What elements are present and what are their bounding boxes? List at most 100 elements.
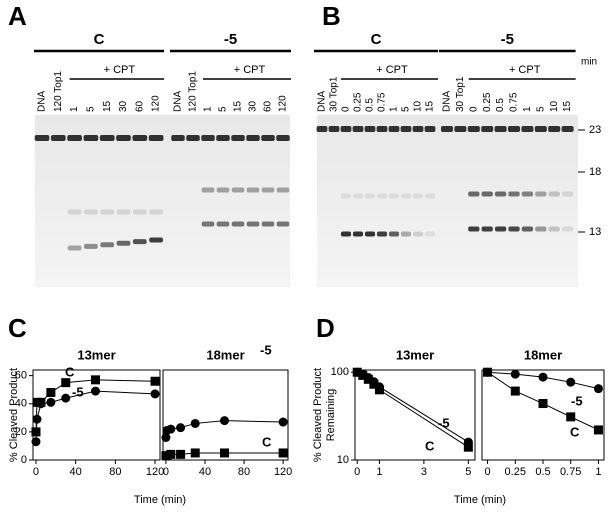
gel-band <box>388 231 400 237</box>
gel-band <box>276 135 290 141</box>
data-point <box>150 376 160 386</box>
data-point <box>31 437 41 447</box>
x-tick-label: 120 <box>274 466 292 478</box>
gel-band <box>246 187 260 193</box>
gel-band <box>352 193 364 199</box>
gel-band <box>216 221 230 227</box>
data-point <box>278 417 288 427</box>
gel-band <box>548 126 561 132</box>
gel-band <box>352 126 364 132</box>
lane-label: DNA <box>173 91 184 112</box>
gel-band <box>67 135 82 141</box>
data-point <box>61 378 71 388</box>
x-tick-label: 0.25 <box>505 466 526 478</box>
lane-label: DNA <box>442 91 453 112</box>
lane-label: 5 <box>86 106 97 112</box>
gel-band <box>84 209 98 215</box>
data-point <box>46 397 56 407</box>
gel-image <box>35 115 290 287</box>
gel-band <box>561 191 574 197</box>
data-point <box>176 449 186 459</box>
panel-label: C <box>8 313 27 343</box>
gel-band <box>424 193 436 199</box>
series-label: C <box>570 424 580 439</box>
gel-band <box>148 135 164 141</box>
gel-band <box>376 231 388 237</box>
gel-image <box>317 115 578 287</box>
chart-title: 18mer <box>206 347 244 362</box>
x-tick-label: 0 <box>163 466 169 478</box>
gel-band <box>34 135 50 141</box>
data-point <box>36 399 46 409</box>
lane-label: DNA <box>37 91 48 112</box>
gel-band <box>521 126 534 132</box>
lane-label: 0.75 <box>509 92 520 112</box>
treatment-label: + CPT <box>509 64 541 76</box>
data-point <box>190 448 200 458</box>
gel-band <box>231 187 245 193</box>
gel-band <box>376 193 388 199</box>
data-point <box>91 386 101 396</box>
x-tick-label: 80 <box>238 466 250 478</box>
data-point <box>61 393 71 403</box>
group-label: -5 <box>501 31 514 48</box>
lane-label: 1 <box>522 106 533 112</box>
lane-label: 0.75 <box>377 92 388 112</box>
data-point <box>46 388 56 397</box>
gel-band <box>261 187 275 193</box>
x-tick-label: 40 <box>199 466 211 478</box>
gel-band <box>149 237 163 243</box>
data-point <box>161 433 171 442</box>
data-point <box>150 389 160 399</box>
gel-band <box>261 135 275 141</box>
x-axis-label: Time (min) <box>134 494 186 506</box>
series-label: C <box>425 438 435 453</box>
data-point <box>538 399 548 409</box>
lane-label: 30 <box>118 100 129 112</box>
lane-label: 0.25 <box>353 92 364 112</box>
gel-band <box>508 191 520 197</box>
gel-band <box>276 187 290 193</box>
gel-band <box>340 231 352 237</box>
lane-label: 1 <box>389 106 400 112</box>
lane-label: 120 Top1 <box>188 71 199 112</box>
lane-label: 5 <box>401 106 412 112</box>
gel-band <box>481 226 493 232</box>
data-point <box>593 425 603 435</box>
treatment-label: + CPT <box>376 64 408 76</box>
data-point <box>220 448 230 458</box>
lane-label: 30 <box>248 100 259 112</box>
gel-band <box>328 126 340 132</box>
gel-band <box>364 193 376 199</box>
gel-band <box>424 126 436 132</box>
lane-label: 120 <box>278 95 289 112</box>
lane-label: 10 <box>413 100 424 112</box>
lane-label: 15 <box>233 100 244 112</box>
panel-label: B <box>322 1 341 31</box>
lane-label: 60 <box>263 100 274 112</box>
gel-band <box>116 240 131 246</box>
lane-label: 30 Top1 <box>329 76 340 112</box>
data-point <box>510 369 520 379</box>
gel-band <box>316 126 328 132</box>
y-axis-label: Remaining <box>325 389 337 442</box>
lane-label: 10 <box>549 100 560 112</box>
group-label: C <box>94 31 105 48</box>
plot-frame <box>162 369 289 461</box>
gel-band <box>481 191 493 197</box>
lane-label: 120 Top1 <box>53 71 64 112</box>
gel-band <box>201 221 215 227</box>
plot-frame <box>354 369 476 461</box>
gel-band <box>412 231 424 237</box>
x-tick-label: 120 <box>146 466 164 478</box>
gel-band <box>100 209 115 215</box>
data-point <box>220 416 230 426</box>
gel-band <box>548 191 560 197</box>
x-axis-label: Time (min) <box>454 494 506 506</box>
lane-label: 1 <box>69 106 80 112</box>
size-marker: 13 <box>589 226 601 238</box>
gel-band <box>521 226 534 232</box>
gel-band <box>84 243 98 249</box>
chart-title: 18mer <box>524 347 562 362</box>
lane-label: DNA <box>317 91 328 112</box>
